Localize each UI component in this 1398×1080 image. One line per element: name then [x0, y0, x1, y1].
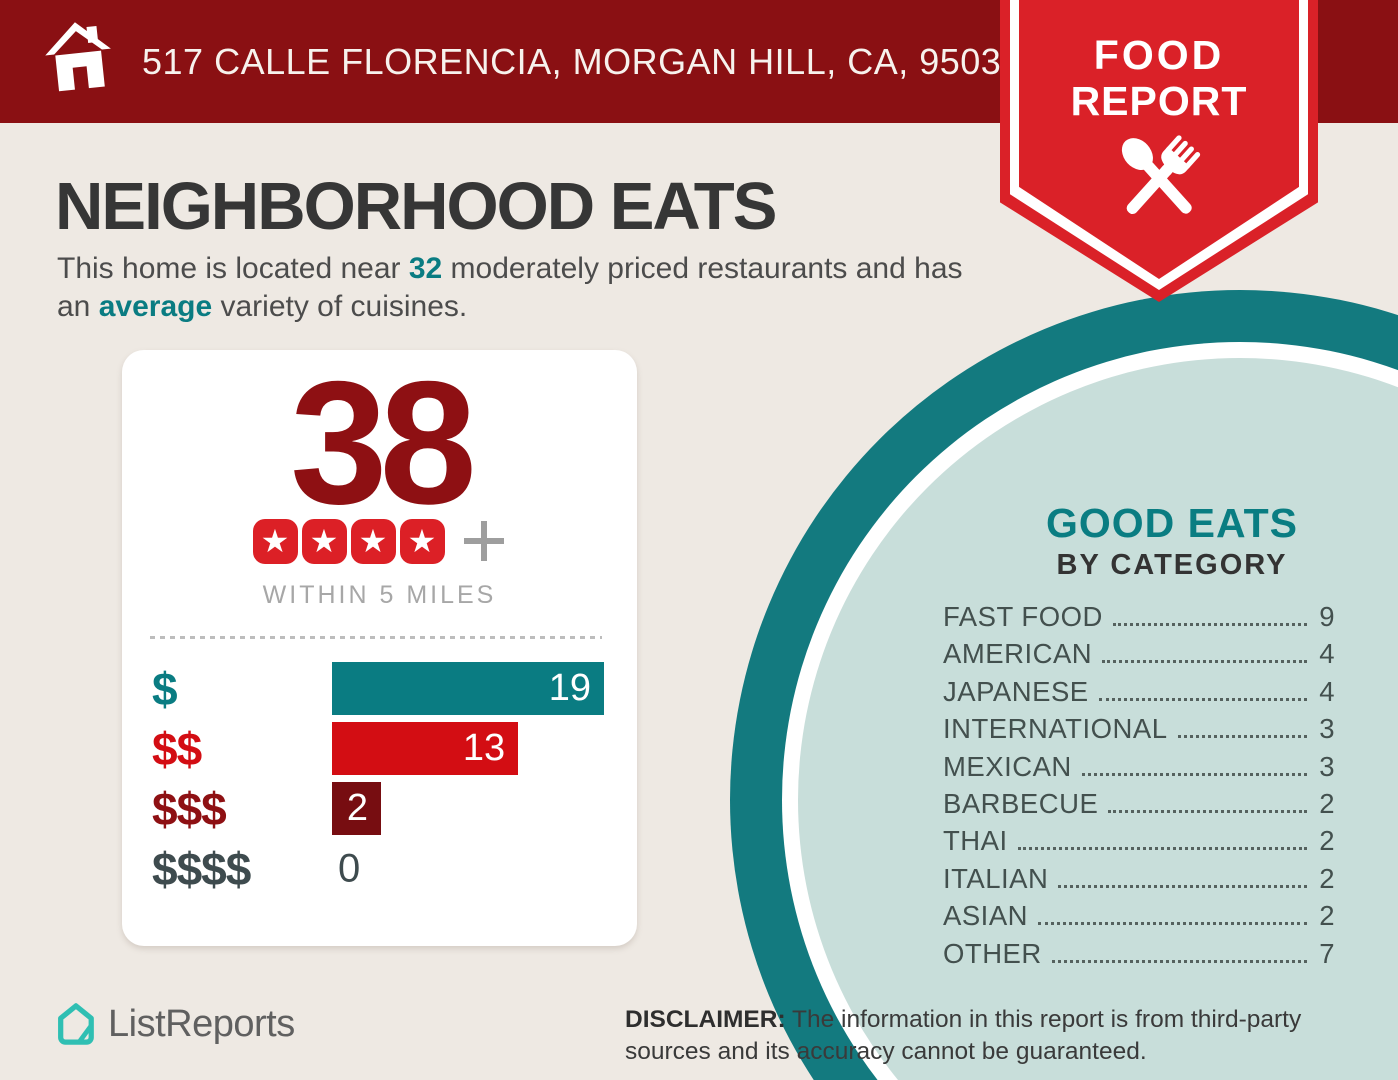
category-name: FAST FOOD	[943, 601, 1103, 632]
dotted-leader	[1098, 697, 1307, 701]
price-level-label: $$$	[152, 782, 227, 835]
disclaimer: DISCLAIMER: The information in this repo…	[625, 1004, 1367, 1068]
category-count: 7	[1319, 937, 1335, 969]
disclaimer-text: The information in this report is from t…	[625, 1006, 1302, 1065]
bar-fill: 13	[332, 722, 519, 775]
category-row: INTERNATIONAL 3	[943, 713, 1335, 750]
category-name: ITALIAN	[943, 862, 1049, 894]
plus-icon	[463, 521, 504, 561]
ribbon-title-line2: REPORT	[1070, 78, 1248, 124]
category-name: AMERICAN	[943, 638, 1093, 670]
dotted-leader	[1112, 623, 1307, 626]
page-title: NEIGHBORHOOD EATS	[55, 169, 777, 244]
star-rating: ★ ★ ★ ★	[122, 518, 637, 564]
category-name: JAPANESE	[943, 675, 1089, 707]
price-bar-row: $$$$ 0	[152, 842, 607, 895]
variety-highlight: average	[98, 290, 213, 324]
subtitle-text-1: This home is located near	[57, 252, 409, 285]
category-row: AMERICAN 4	[943, 638, 1335, 675]
star-tiles: ★ ★ ★ ★	[252, 518, 445, 564]
dotted-leader	[1102, 660, 1307, 664]
category-row: OTHER 7	[943, 938, 1335, 975]
category-list: FAST FOOD 9 AMERICAN 4 JAPANESE 4 INTERNATIONA…	[943, 601, 1335, 975]
star-icon: ★	[399, 518, 445, 564]
bar-zero-value: 0	[338, 846, 361, 890]
dashed-divider	[150, 636, 602, 639]
dotted-leader	[1051, 959, 1307, 963]
subtitle-text-3: variety of cuisines.	[212, 290, 468, 324]
stats-card: 38 ★ ★ ★ ★ WITHIN 5 MILES $19 $$ 13 $$$ 2 $$$$ 0	[122, 350, 637, 946]
category-count: 2	[1319, 787, 1335, 819]
bar-track: 2	[332, 782, 604, 835]
within-miles-label: WITHIN 5 MILES	[262, 581, 497, 609]
category-row: JAPANESE 4	[943, 676, 1335, 713]
subtitle-text-2: moderately priced restaurants and has an	[57, 252, 963, 324]
category-name: BARBECUE	[943, 787, 1099, 819]
price-bar-chart: $19 $$ 13 $$$ 2 $$$$ 0	[152, 662, 607, 902]
star-icon: ★	[252, 518, 298, 564]
category-count: 2	[1319, 825, 1335, 857]
good-eats-subtitle: BY CATEGORY	[1056, 549, 1288, 581]
price-level-label: $$	[152, 722, 202, 775]
dotted-leader	[1038, 922, 1307, 926]
category-count: 4	[1319, 638, 1335, 670]
dotted-leader	[1058, 884, 1307, 888]
category-row: MEXICAN 3	[943, 751, 1335, 788]
property-address: 517 CALLE FLORENCIA, MORGAN HILL, CA, 95…	[142, 40, 1022, 82]
good-eats-title: GOOD EATS	[1046, 500, 1298, 546]
spoon-fork-icon	[1121, 135, 1201, 215]
category-row: BARBECUE 2	[943, 788, 1335, 825]
price-level-label: $	[152, 662, 178, 715]
price-bar-row: $$$ 2	[152, 782, 607, 835]
category-count: 2	[1319, 862, 1335, 894]
dotted-leader	[1017, 847, 1307, 851]
category-count: 4	[1319, 675, 1335, 707]
category-name: ASIAN	[943, 900, 1029, 932]
category-count: 3	[1319, 713, 1335, 745]
category-name: OTHER	[943, 937, 1042, 969]
restaurant-count: 38	[290, 346, 477, 541]
category-count: 3	[1319, 750, 1335, 782]
disclaimer-label: DISCLAIMER:	[625, 1006, 786, 1033]
category-count: 9	[1319, 601, 1335, 632]
dotted-leader	[1177, 735, 1307, 739]
ribbon-title-line1: FOOD	[1093, 32, 1225, 78]
category-row: ITALIAN 2	[943, 863, 1335, 900]
bar-track: 19	[332, 662, 604, 715]
category-name: MEXICAN	[943, 750, 1072, 782]
listreports-wordmark: ListReports	[108, 1002, 295, 1045]
price-bar-row: $19	[152, 662, 607, 715]
category-name: THAI	[943, 825, 1008, 857]
category-row: FAST FOOD 9	[943, 601, 1335, 638]
star-icon: ★	[301, 518, 347, 564]
listreports-icon	[58, 1003, 94, 1045]
bar-track: 0	[332, 842, 604, 895]
home-icon	[45, 22, 111, 92]
category-count: 2	[1319, 900, 1335, 932]
category-name: INTERNATIONAL	[943, 713, 1168, 745]
category-row: ASIAN 2	[943, 900, 1335, 937]
bar-track: 13	[332, 722, 604, 775]
restaurant-count-inline: 32	[408, 252, 443, 285]
category-row: THAI 2	[943, 825, 1335, 862]
page-subtitle: This home is located near 32 moderately …	[57, 250, 967, 327]
price-level-label: $$$$	[152, 842, 251, 895]
food-report-ribbon: FOOD REPORT	[1000, 0, 1318, 302]
bar-fill: 2	[332, 782, 381, 835]
price-bar-row: $$ 13	[152, 722, 607, 775]
listreports-logo: ListReports	[54, 1001, 295, 1047]
bar-fill: 19	[332, 662, 604, 715]
star-icon: ★	[350, 518, 396, 564]
dotted-leader	[1081, 772, 1307, 776]
dotted-leader	[1108, 809, 1307, 813]
